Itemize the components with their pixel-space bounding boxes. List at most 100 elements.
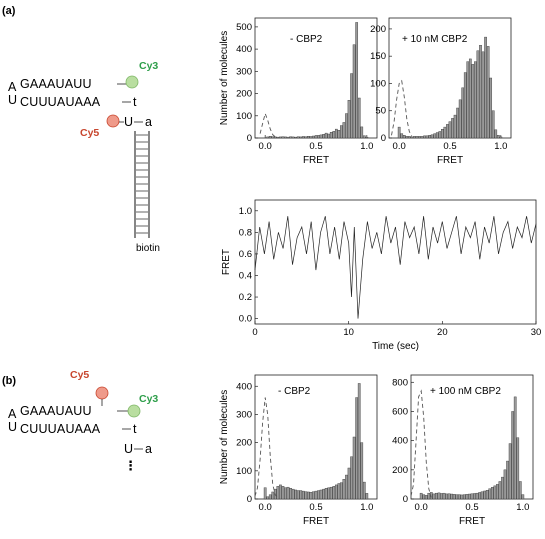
y-tick-label: 100 bbox=[236, 111, 252, 122]
histogram-bar bbox=[405, 136, 409, 139]
histogram-bar bbox=[268, 494, 272, 500]
histogram-bar bbox=[345, 113, 348, 139]
histogram-bar bbox=[430, 134, 434, 139]
histogram-bar bbox=[327, 487, 331, 500]
cy5-bead-icon bbox=[106, 114, 120, 128]
histogram-bar bbox=[281, 486, 285, 500]
histogram-bar bbox=[340, 482, 343, 500]
histogram-bar bbox=[289, 488, 292, 500]
histogram-bar bbox=[281, 136, 285, 139]
histogram-bar bbox=[491, 110, 495, 139]
histogram-bar bbox=[271, 491, 275, 500]
y-tick-label: 400 bbox=[392, 436, 408, 447]
histogram-bar bbox=[496, 484, 499, 500]
histogram-bar bbox=[347, 467, 351, 500]
histogram-bar bbox=[443, 126, 447, 139]
y-tick-label: 0 bbox=[381, 133, 386, 144]
histogram-bar bbox=[322, 488, 325, 500]
histogram-bar bbox=[493, 485, 497, 500]
histogram-bar bbox=[424, 495, 428, 500]
y-tick-label: 0 bbox=[247, 494, 252, 505]
histogram-bar bbox=[458, 99, 462, 139]
histogram-bar bbox=[294, 136, 298, 139]
histogram-bar bbox=[309, 492, 313, 500]
x-tick-label: 1.0 bbox=[494, 141, 507, 152]
y-tick-label: 200 bbox=[236, 89, 252, 100]
histogram-bar bbox=[329, 132, 333, 139]
panel-b-construct: Cy5 A GAAAUAUU Cy3 U CUUUAUAAA t U a ⋮ bbox=[8, 369, 158, 473]
histogram-bar bbox=[362, 135, 366, 139]
histogram-bar bbox=[296, 490, 300, 500]
histogram-bar bbox=[286, 136, 290, 139]
loop-bottom-base: U bbox=[8, 420, 17, 434]
x-tick-label: 0 bbox=[252, 327, 257, 338]
histogram-bar bbox=[463, 494, 466, 500]
histogram-bar bbox=[501, 476, 504, 500]
histogram-bar bbox=[470, 493, 474, 500]
panel-a-construct: A GAAAUAUU U CUUUAUAAA Cy3 t Cy5 U a bio… bbox=[8, 60, 160, 254]
histogram-bar bbox=[485, 490, 489, 500]
histogram-bar bbox=[445, 493, 448, 500]
condition-annotation: + 100 nM CBP2 bbox=[430, 386, 501, 397]
y-tick-label: 500 bbox=[236, 22, 252, 33]
histogram-bar bbox=[453, 114, 457, 139]
cy5-bead-icon bbox=[95, 386, 109, 400]
histogram-bar bbox=[304, 491, 308, 500]
histogram-bar bbox=[441, 129, 444, 139]
histogram-bar bbox=[332, 131, 336, 139]
y-tick-label: 800 bbox=[392, 377, 408, 388]
y-tick-label: 200 bbox=[370, 24, 386, 35]
pair1-right: t bbox=[133, 422, 137, 436]
histogram-bar bbox=[429, 492, 433, 500]
histogram-bar bbox=[324, 488, 328, 500]
x-tick-label: 10 bbox=[343, 327, 354, 338]
histogram-bar bbox=[279, 136, 282, 139]
histogram-bar bbox=[468, 58, 472, 139]
cy3-bead-icon bbox=[125, 75, 139, 89]
zero-fret-dashed-curve bbox=[391, 79, 413, 137]
x-tick-label: 30 bbox=[531, 327, 542, 338]
x-axis-label: FRET bbox=[303, 516, 329, 527]
histogram-bar bbox=[342, 122, 346, 139]
histogram-bar bbox=[324, 132, 328, 139]
top-strand: GAAAUAUU bbox=[20, 77, 92, 91]
histogram-bar bbox=[516, 437, 520, 500]
top-strand: GAAAUAUU bbox=[20, 404, 92, 418]
histogram-bar bbox=[488, 488, 492, 500]
chart-4: 0.0 0.5 1.0 0 100 200 300 400 FRET Number of mole… bbox=[219, 374, 378, 527]
x-tick-label: 1.0 bbox=[360, 141, 373, 152]
histogram-bar bbox=[483, 490, 487, 500]
x-tick-label: 0.5 bbox=[309, 502, 322, 513]
histogram-bar bbox=[312, 491, 315, 500]
pair2-left: U bbox=[124, 115, 133, 129]
y-tick-label: 0.0 bbox=[239, 314, 252, 325]
histogram-bar bbox=[332, 486, 336, 500]
cy5-label: Cy5 bbox=[70, 369, 89, 381]
histogram-bar bbox=[312, 135, 315, 139]
histogram-bar bbox=[286, 486, 290, 500]
histogram-bar bbox=[296, 136, 300, 139]
histogram-bar bbox=[457, 494, 461, 500]
histogram-bar bbox=[480, 491, 484, 500]
histogram-bar bbox=[291, 136, 295, 139]
histogram-bar bbox=[365, 493, 369, 500]
y-tick-label: 200 bbox=[392, 465, 408, 476]
histogram-bar bbox=[456, 107, 459, 139]
y-tick-label: 0.6 bbox=[239, 249, 252, 260]
zero-fret-dashed-curve bbox=[259, 112, 276, 138]
condition-annotation: + 10 nM CBP2 bbox=[402, 34, 468, 45]
histogram-bar bbox=[518, 481, 522, 500]
zero-fret-dashed-curve bbox=[254, 397, 279, 499]
histogram-bar bbox=[435, 492, 438, 500]
histogram-bar bbox=[289, 136, 292, 139]
loop-top-base: A bbox=[8, 407, 17, 421]
histogram-bar bbox=[415, 136, 419, 139]
y-axis-label: Number of molecules bbox=[219, 390, 230, 484]
zero-fret-dashed-curve bbox=[410, 389, 432, 498]
histogram-bar bbox=[498, 481, 502, 500]
loop-bottom-base: U bbox=[8, 93, 17, 107]
histogram-bar bbox=[279, 484, 282, 500]
y-tick-label: 400 bbox=[236, 381, 252, 392]
histogram-bar bbox=[294, 489, 298, 500]
